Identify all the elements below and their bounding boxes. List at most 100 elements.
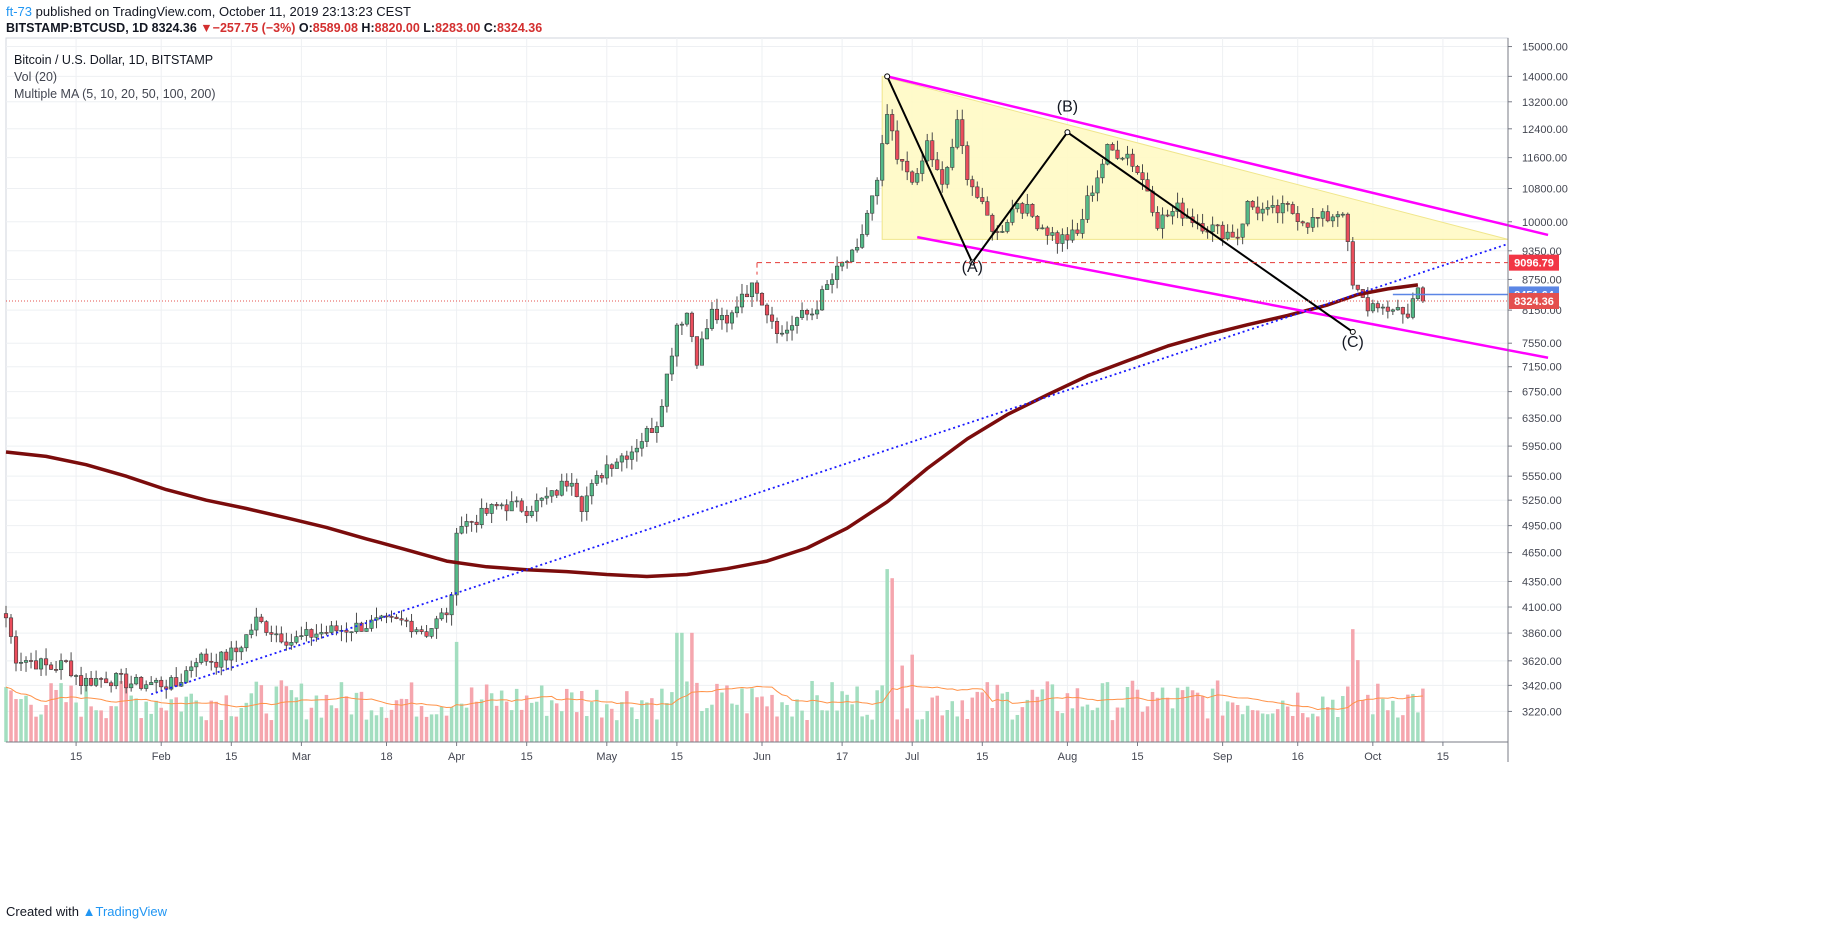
volume-bar: [1280, 700, 1285, 742]
volume-bar: [1140, 711, 1145, 742]
candle-body: [274, 633, 279, 636]
volume-bar: [1401, 715, 1405, 742]
candle-body: [980, 197, 985, 202]
candle-body: [1365, 297, 1370, 312]
volume-bar: [575, 712, 579, 742]
volume-bar: [685, 681, 689, 742]
volume-bar: [1270, 713, 1275, 742]
volume-bar: [229, 716, 234, 742]
price-chart[interactable]: (A) (B) (C) 15000.00 14000.00 13200.00 12400.…: [0, 0, 1828, 900]
volume-bar: [374, 715, 379, 742]
candle-body: [519, 500, 524, 512]
candle-body: [569, 482, 574, 487]
candle-body: [444, 612, 449, 616]
open-label: O:: [298, 21, 313, 35]
candle-body: [559, 480, 564, 496]
candle-body: [875, 179, 880, 197]
volume-bar: [805, 720, 809, 742]
legend-volume[interactable]: Vol (20): [14, 70, 58, 84]
x-tick-label: 15: [976, 751, 988, 763]
volume-bar: [549, 700, 554, 742]
candle-body: [965, 145, 970, 180]
candle-body: [314, 633, 319, 638]
candle-body: [354, 622, 359, 633]
candle-body: [1295, 213, 1300, 222]
candle-body: [199, 653, 204, 663]
y-tick-label: 4350.00: [1522, 576, 1562, 588]
volume-bar: [595, 689, 599, 742]
candle-body: [825, 284, 830, 290]
candle-body: [109, 682, 114, 687]
volume-bar: [74, 702, 78, 742]
candle-body: [1325, 211, 1330, 222]
volume-bar: [99, 710, 103, 742]
volume-bar: [79, 716, 83, 742]
volume-bar: [1025, 699, 1030, 742]
legend-ma[interactable]: Multiple MA (5, 10, 20, 50, 100, 200): [14, 87, 216, 101]
author-link[interactable]: ft-73: [6, 4, 33, 19]
volume-bar: [234, 716, 239, 742]
volume-bar: [830, 682, 834, 742]
candle-body: [489, 504, 494, 514]
candle-body: [1265, 207, 1270, 210]
volume-bar: [715, 683, 719, 742]
candle-body: [504, 504, 509, 512]
candle-body: [429, 628, 434, 637]
volume-bar: [1290, 715, 1295, 742]
volume-bar: [169, 699, 173, 742]
candle-body: [1020, 203, 1025, 214]
candle-body: [114, 673, 119, 687]
volume-bar: [1416, 712, 1420, 742]
wave-label: (B): [1057, 99, 1078, 116]
high-label: H:: [361, 21, 375, 35]
volume-bar: [419, 706, 424, 742]
volume-bar: [845, 694, 849, 742]
volume-bar: [1386, 710, 1390, 742]
volume-bar: [800, 710, 804, 742]
volume-bar: [59, 683, 63, 742]
candle-body: [1335, 214, 1340, 218]
candle-body: [399, 618, 404, 621]
volume-bar: [625, 691, 629, 742]
volume-bar: [605, 704, 609, 742]
drawings: [6, 73, 1549, 696]
volume-bar: [89, 706, 93, 742]
volume-bar: [1371, 714, 1375, 742]
volume-bar: [1030, 689, 1035, 742]
candle-body: [1145, 179, 1150, 192]
volume-bar: [1040, 689, 1045, 742]
candle-body: [13, 636, 19, 664]
candle-body: [1270, 205, 1275, 208]
volume-bar: [1210, 688, 1215, 742]
volume-bar: [940, 715, 944, 742]
candle-body: [1050, 232, 1055, 236]
volume-bar: [239, 707, 244, 742]
volume-bar: [84, 684, 88, 742]
candle-body: [149, 682, 154, 686]
candle-body: [509, 501, 514, 512]
candle-body: [28, 660, 34, 662]
y-tick-label: 3620.00: [1522, 656, 1562, 668]
volume-bar: [34, 716, 38, 742]
volume-bar: [4, 687, 8, 742]
tradingview-link[interactable]: TradingView: [95, 904, 168, 919]
volume-bar: [1195, 692, 1200, 742]
x-tick-label: 15: [671, 751, 683, 763]
candle-body: [38, 658, 44, 670]
volume-bar: [499, 690, 504, 742]
volume-bar: [895, 719, 899, 742]
candle-body: [74, 675, 79, 677]
volume-bar: [650, 698, 654, 742]
volume-bar: [840, 691, 844, 742]
candle-body: [1080, 219, 1085, 234]
candle-body: [769, 314, 775, 322]
x-tick-label: 15: [225, 751, 237, 763]
candle-body: [855, 247, 860, 251]
candle-body: [1165, 214, 1170, 217]
volume-bar: [454, 641, 459, 742]
candle-body: [1380, 306, 1385, 309]
y-tick-label: 6750.00: [1522, 387, 1562, 399]
volume-bar: [559, 711, 564, 742]
ohlc-line: BITSTAMP:BTCUSD, 1D 8324.36 ▼−257.75 (−3…: [6, 21, 542, 35]
volume-bar: [620, 702, 624, 742]
